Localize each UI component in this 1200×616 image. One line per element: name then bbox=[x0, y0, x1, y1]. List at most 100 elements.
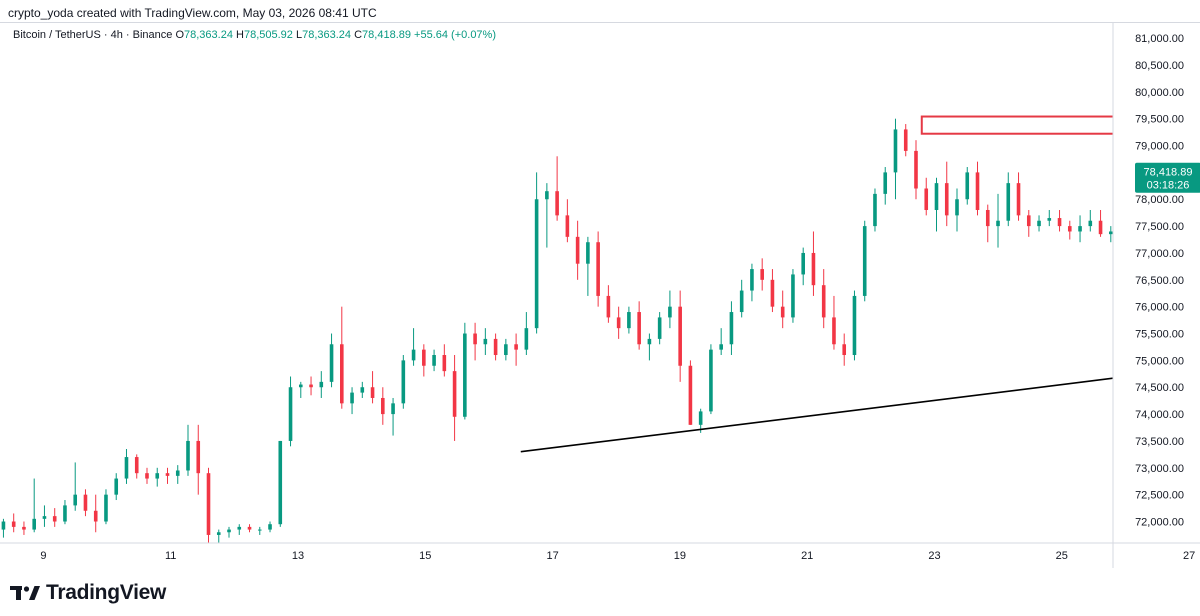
candle-7[interactable] bbox=[52, 508, 57, 527]
candle-44[interactable] bbox=[432, 349, 436, 372]
candle-107[interactable] bbox=[1078, 215, 1082, 243]
candle-67[interactable] bbox=[668, 290, 672, 329]
candle-72[interactable] bbox=[719, 328, 723, 356]
candle-112[interactable] bbox=[1130, 189, 1134, 216]
candle-20[interactable] bbox=[186, 424, 190, 476]
candle-28[interactable] bbox=[268, 521, 272, 533]
candle-81[interactable] bbox=[811, 231, 816, 296]
candle-3[interactable] bbox=[11, 513, 16, 533]
candle-8[interactable] bbox=[63, 500, 67, 525]
candle-35[interactable] bbox=[340, 306, 344, 409]
candle-38[interactable] bbox=[370, 371, 375, 404]
candle-27[interactable] bbox=[257, 526, 262, 535]
candle-111[interactable] bbox=[1119, 199, 1123, 237]
candle-6[interactable] bbox=[42, 505, 47, 527]
candle-105[interactable] bbox=[1057, 209, 1062, 232]
candle-23[interactable] bbox=[216, 529, 221, 549]
candle-26[interactable] bbox=[247, 524, 252, 533]
candle-76[interactable] bbox=[760, 258, 764, 291]
candle-65[interactable] bbox=[647, 333, 652, 361]
candle-85[interactable] bbox=[852, 290, 857, 361]
candle-2[interactable] bbox=[1, 518, 6, 538]
candle-52[interactable] bbox=[514, 333, 518, 366]
candle-106[interactable] bbox=[1067, 220, 1072, 240]
candle-53[interactable] bbox=[524, 312, 529, 356]
candle-100[interactable] bbox=[1006, 172, 1011, 227]
candle-56[interactable] bbox=[555, 156, 559, 221]
candle-98[interactable] bbox=[985, 204, 990, 243]
candle-104[interactable] bbox=[1047, 209, 1052, 227]
candle-19[interactable] bbox=[175, 465, 180, 484]
candle-95[interactable] bbox=[955, 188, 959, 232]
price-chart[interactable]: 72,000.00 72,500.00 73,000.00 73,500.00 74,0… bbox=[0, 22, 1200, 568]
candle-77[interactable] bbox=[770, 269, 775, 313]
candle-49[interactable] bbox=[483, 328, 488, 356]
candle-93[interactable] bbox=[934, 177, 939, 232]
candle-39[interactable] bbox=[381, 387, 385, 425]
candle-92[interactable] bbox=[924, 177, 929, 216]
candle-55[interactable] bbox=[545, 183, 549, 248]
candle-86[interactable] bbox=[862, 220, 867, 302]
candle-69[interactable] bbox=[688, 360, 693, 425]
candle-4[interactable] bbox=[22, 521, 26, 535]
resistance-zone-box[interactable] bbox=[920, 115, 1200, 135]
candle-37[interactable] bbox=[360, 381, 365, 398]
symbol-legend[interactable]: Bitcoin / TetherUS · 4h · Binance O78,36… bbox=[13, 29, 496, 41]
candle-21[interactable] bbox=[196, 424, 201, 495]
candle-91[interactable] bbox=[914, 140, 918, 200]
candle-11[interactable] bbox=[93, 494, 98, 533]
candle-102[interactable] bbox=[1026, 209, 1031, 237]
candle-110[interactable] bbox=[1109, 226, 1113, 243]
candle-57[interactable] bbox=[565, 199, 570, 243]
candle-14[interactable] bbox=[124, 449, 129, 484]
candle-78[interactable] bbox=[780, 290, 785, 329]
candle-25[interactable] bbox=[237, 524, 242, 535]
candle-103[interactable] bbox=[1037, 215, 1041, 232]
candle-88[interactable] bbox=[883, 167, 888, 205]
candle-50[interactable] bbox=[493, 333, 498, 361]
candle-46[interactable] bbox=[452, 355, 457, 441]
candle-33[interactable] bbox=[319, 371, 324, 398]
candle-36[interactable] bbox=[350, 387, 354, 415]
candle-45[interactable] bbox=[442, 344, 447, 377]
chart-frame[interactable] bbox=[0, 22, 1200, 569]
candle-101[interactable] bbox=[1016, 172, 1021, 221]
candle-42[interactable] bbox=[411, 328, 416, 366]
candle-34[interactable] bbox=[329, 333, 334, 388]
candle-74[interactable] bbox=[739, 279, 744, 318]
symbol-name[interactable]: Bitcoin / TetherUS · 4h · Binance bbox=[13, 29, 173, 41]
candle-75[interactable] bbox=[750, 263, 754, 302]
candle-60[interactable] bbox=[596, 231, 600, 307]
candle-84[interactable] bbox=[842, 333, 847, 366]
candle-64[interactable] bbox=[637, 301, 641, 350]
candle-15[interactable] bbox=[134, 454, 139, 479]
candle-58[interactable] bbox=[575, 220, 580, 280]
candle-79[interactable] bbox=[791, 269, 795, 323]
candle-94[interactable] bbox=[944, 161, 949, 227]
candle-12[interactable] bbox=[104, 489, 108, 525]
candle-73[interactable] bbox=[729, 301, 734, 356]
candle-18[interactable] bbox=[165, 467, 170, 484]
candle-51[interactable] bbox=[504, 338, 508, 361]
candle-54[interactable] bbox=[534, 172, 539, 334]
candle-97[interactable] bbox=[975, 161, 980, 216]
candle-30[interactable] bbox=[288, 376, 293, 447]
candle-16[interactable] bbox=[145, 467, 149, 484]
candle-41[interactable] bbox=[401, 355, 406, 409]
candle-31[interactable] bbox=[298, 381, 303, 398]
candle-87[interactable] bbox=[873, 188, 877, 232]
candle-90[interactable] bbox=[903, 124, 908, 157]
candle-47[interactable] bbox=[463, 322, 467, 420]
candle-32[interactable] bbox=[309, 376, 313, 396]
candle-13[interactable] bbox=[114, 473, 119, 501]
candle-22[interactable] bbox=[206, 467, 211, 549]
candle-17[interactable] bbox=[155, 467, 160, 487]
candle-108[interactable] bbox=[1088, 209, 1093, 232]
candle-24[interactable] bbox=[227, 526, 231, 538]
candle-96[interactable] bbox=[965, 167, 970, 205]
candle-82[interactable] bbox=[821, 269, 826, 329]
candle-40[interactable] bbox=[391, 397, 395, 436]
candle-62[interactable] bbox=[616, 306, 621, 339]
candle-10[interactable] bbox=[83, 489, 88, 517]
